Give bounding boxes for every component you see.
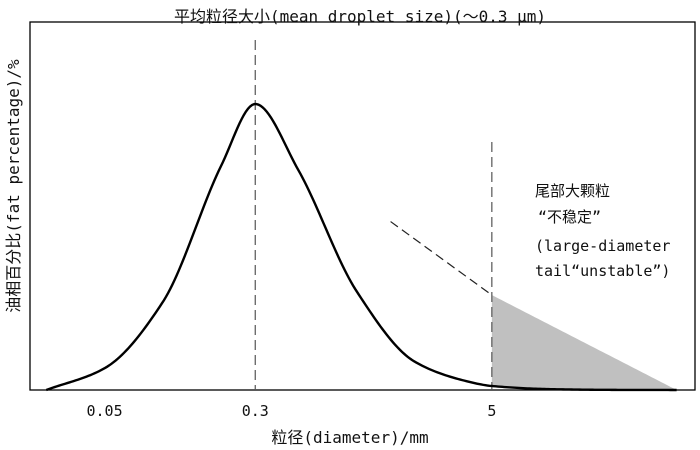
x-tick-label: 5: [487, 402, 496, 420]
annotation-line: tail“unstable”): [535, 262, 670, 280]
annotation-line: 尾部大颗粒: [535, 182, 610, 200]
x-axis-title: 粒径(diameter)/mm: [271, 428, 428, 447]
tail-dashed-line: [390, 221, 493, 296]
plot-layer: 0.05 0.3 5: [45, 40, 677, 420]
distribution-curve: [45, 102, 677, 392]
chart-title: 平均粒径大小(mean droplet size)(～0.3 μm): [174, 7, 546, 26]
tail-annotation: 尾部大颗粒 “不稳定” (large-diameter tail“unstabl…: [535, 182, 670, 280]
y-axis-title: 油相百分比(fat percentage)/%: [4, 59, 23, 313]
unstable-tail-area: [491, 295, 677, 390]
annotation-line: (large-diameter: [535, 237, 670, 255]
x-tick-label: 0.05: [87, 402, 123, 420]
x-tick-label: 0.3: [242, 402, 269, 420]
annotation-line: “不稳定”: [538, 208, 601, 226]
plot-frame: [29, 21, 696, 391]
